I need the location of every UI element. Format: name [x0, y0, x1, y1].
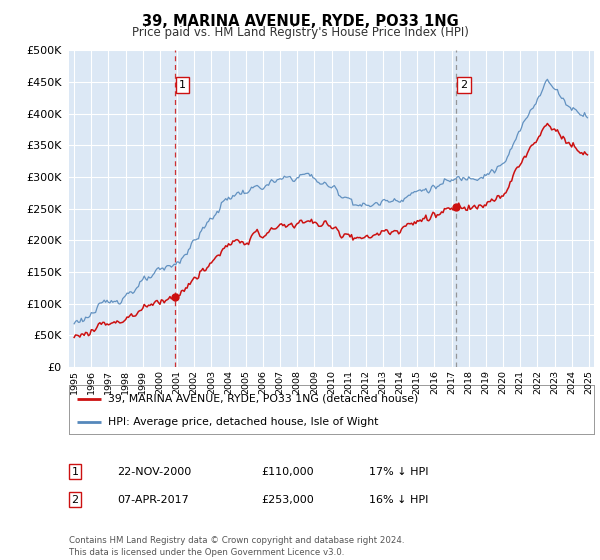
Text: 2: 2 — [461, 80, 467, 90]
Text: 2018: 2018 — [464, 370, 473, 394]
Text: 39, MARINA AVENUE, RYDE, PO33 1NG (detached house): 39, MARINA AVENUE, RYDE, PO33 1NG (detac… — [109, 394, 419, 404]
Text: 2019: 2019 — [481, 370, 490, 394]
Text: 22-NOV-2000: 22-NOV-2000 — [117, 466, 191, 477]
Text: 2022: 2022 — [533, 370, 542, 394]
Text: 2017: 2017 — [447, 370, 456, 394]
Text: 1: 1 — [71, 466, 79, 477]
Text: Contains HM Land Registry data © Crown copyright and database right 2024.
This d: Contains HM Land Registry data © Crown c… — [69, 536, 404, 557]
Text: £253,000: £253,000 — [261, 494, 314, 505]
Text: 2016: 2016 — [430, 370, 439, 394]
Text: Price paid vs. HM Land Registry's House Price Index (HPI): Price paid vs. HM Land Registry's House … — [131, 26, 469, 39]
Text: 1: 1 — [179, 80, 187, 90]
Text: 2011: 2011 — [344, 370, 353, 394]
Text: 2001: 2001 — [173, 370, 182, 394]
Text: £110,000: £110,000 — [261, 466, 314, 477]
Text: 1998: 1998 — [121, 370, 130, 394]
Text: 2012: 2012 — [361, 370, 370, 394]
Text: 2000: 2000 — [155, 370, 164, 394]
Text: 2025: 2025 — [584, 370, 593, 394]
Text: 1999: 1999 — [138, 370, 147, 394]
Text: 2005: 2005 — [241, 370, 250, 394]
Text: 2007: 2007 — [275, 370, 284, 394]
Text: 2023: 2023 — [550, 370, 559, 394]
Text: 2024: 2024 — [567, 370, 576, 394]
Text: 2006: 2006 — [259, 370, 268, 394]
Text: 17% ↓ HPI: 17% ↓ HPI — [369, 466, 428, 477]
Text: 1997: 1997 — [104, 370, 113, 394]
Text: HPI: Average price, detached house, Isle of Wight: HPI: Average price, detached house, Isle… — [109, 417, 379, 427]
Text: 07-APR-2017: 07-APR-2017 — [117, 494, 189, 505]
Text: 39, MARINA AVENUE, RYDE, PO33 1NG: 39, MARINA AVENUE, RYDE, PO33 1NG — [142, 14, 458, 29]
Text: 2004: 2004 — [224, 370, 233, 394]
Text: 1996: 1996 — [87, 370, 96, 394]
Text: 2020: 2020 — [499, 370, 508, 394]
Text: 1995: 1995 — [70, 370, 79, 394]
Text: 2021: 2021 — [516, 370, 525, 394]
Text: 2015: 2015 — [413, 370, 422, 394]
Text: 2: 2 — [71, 494, 79, 505]
Text: 2013: 2013 — [379, 370, 388, 394]
Text: 2003: 2003 — [207, 370, 216, 394]
Text: 2008: 2008 — [293, 370, 302, 394]
Text: 2002: 2002 — [190, 370, 199, 394]
Text: 16% ↓ HPI: 16% ↓ HPI — [369, 494, 428, 505]
Text: 2009: 2009 — [310, 370, 319, 394]
Text: 2014: 2014 — [395, 370, 404, 394]
Text: 2010: 2010 — [327, 370, 336, 394]
